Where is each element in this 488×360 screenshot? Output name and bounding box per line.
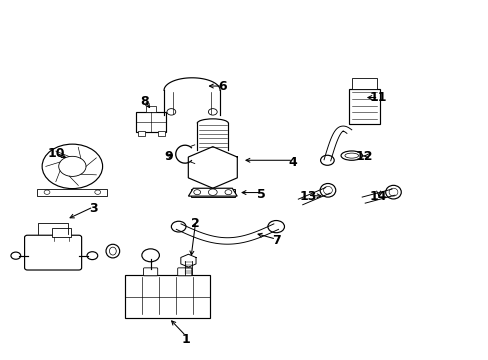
Circle shape [166, 109, 175, 115]
Text: 4: 4 [288, 156, 297, 168]
Circle shape [87, 252, 98, 260]
Circle shape [59, 156, 86, 176]
Circle shape [42, 144, 102, 189]
Circle shape [320, 155, 333, 165]
FancyBboxPatch shape [177, 268, 191, 276]
Text: 14: 14 [369, 190, 386, 203]
FancyBboxPatch shape [143, 268, 158, 276]
Circle shape [171, 221, 185, 232]
Text: 12: 12 [354, 150, 372, 163]
Ellipse shape [388, 188, 397, 196]
Circle shape [11, 252, 20, 259]
Circle shape [208, 109, 217, 115]
Circle shape [44, 190, 50, 194]
Text: 8: 8 [140, 95, 148, 108]
Text: 5: 5 [257, 188, 265, 201]
Bar [138, 131, 144, 136]
Ellipse shape [344, 153, 358, 158]
Bar [136, 112, 166, 132]
Ellipse shape [109, 247, 116, 255]
Polygon shape [188, 188, 237, 196]
Bar [52, 228, 71, 237]
Circle shape [208, 189, 217, 195]
Ellipse shape [320, 184, 335, 197]
Text: 7: 7 [271, 234, 280, 247]
Text: 9: 9 [164, 150, 173, 163]
Text: 13: 13 [299, 190, 316, 203]
Text: 3: 3 [89, 202, 98, 215]
Text: 6: 6 [218, 80, 226, 93]
Ellipse shape [323, 186, 332, 194]
Circle shape [142, 249, 159, 262]
Bar [348, 89, 379, 125]
Text: 10: 10 [48, 147, 65, 159]
Bar [351, 78, 376, 89]
Bar [158, 131, 164, 136]
Text: 11: 11 [369, 91, 386, 104]
Circle shape [226, 191, 233, 196]
Bar [190, 189, 234, 197]
FancyBboxPatch shape [24, 235, 81, 270]
Ellipse shape [340, 151, 362, 160]
Text: 2: 2 [191, 216, 200, 230]
Bar [37, 189, 107, 196]
Ellipse shape [385, 185, 401, 199]
Ellipse shape [106, 244, 120, 258]
Circle shape [192, 191, 199, 196]
Circle shape [224, 190, 231, 195]
Bar [146, 107, 156, 112]
Bar [125, 275, 210, 318]
Circle shape [193, 190, 200, 195]
Text: 1: 1 [181, 333, 190, 346]
Circle shape [267, 221, 284, 233]
Circle shape [95, 190, 101, 194]
